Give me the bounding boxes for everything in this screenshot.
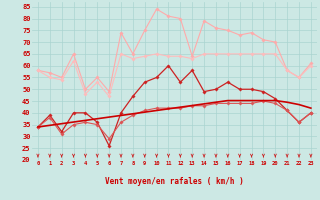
- X-axis label: Vent moyen/en rafales ( km/h ): Vent moyen/en rafales ( km/h ): [105, 178, 244, 186]
